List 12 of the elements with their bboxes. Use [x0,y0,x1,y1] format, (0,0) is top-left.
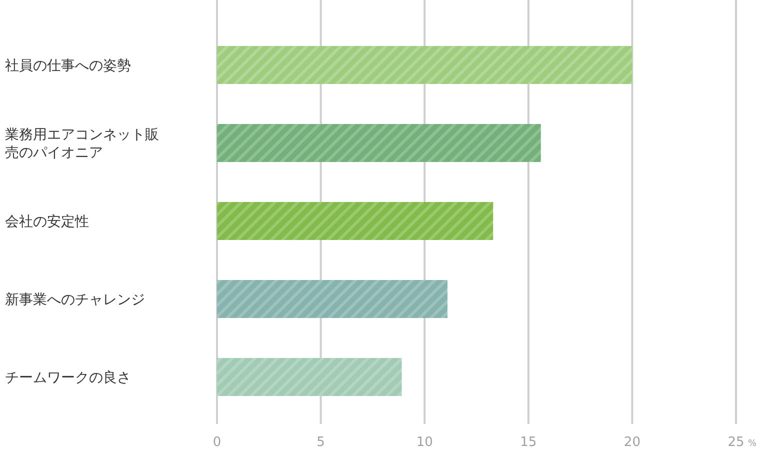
y-tick-label: 業務用エアコンネット販売のパイオニア [5,127,159,161]
y-tick-label: 新事業へのチャレンジ [5,292,145,308]
x-tick-label: 5 [316,435,325,450]
x-tick-label: 0 [212,435,222,450]
x-tick-label: 25 [728,435,744,450]
x-axis-title: % [748,439,757,449]
y-tick-label: 会社の安定性 [5,214,89,230]
y-tick-label: チームワークの良さ [5,370,131,386]
x-tick-label: 15 [520,435,537,450]
x-tick-label: 10 [416,435,433,450]
x-tick-label: 20 [624,435,640,450]
y-tick-label: 社員の仕事への姿勢 [5,58,131,74]
